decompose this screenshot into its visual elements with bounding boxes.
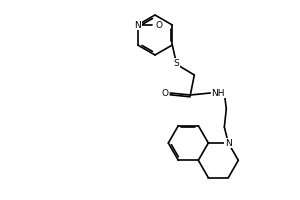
Text: N: N <box>134 21 141 29</box>
Text: O: O <box>155 21 162 29</box>
Text: NH: NH <box>212 88 225 98</box>
Text: O: O <box>162 88 169 98</box>
Text: S: S <box>173 58 179 68</box>
Text: N: N <box>225 138 232 148</box>
